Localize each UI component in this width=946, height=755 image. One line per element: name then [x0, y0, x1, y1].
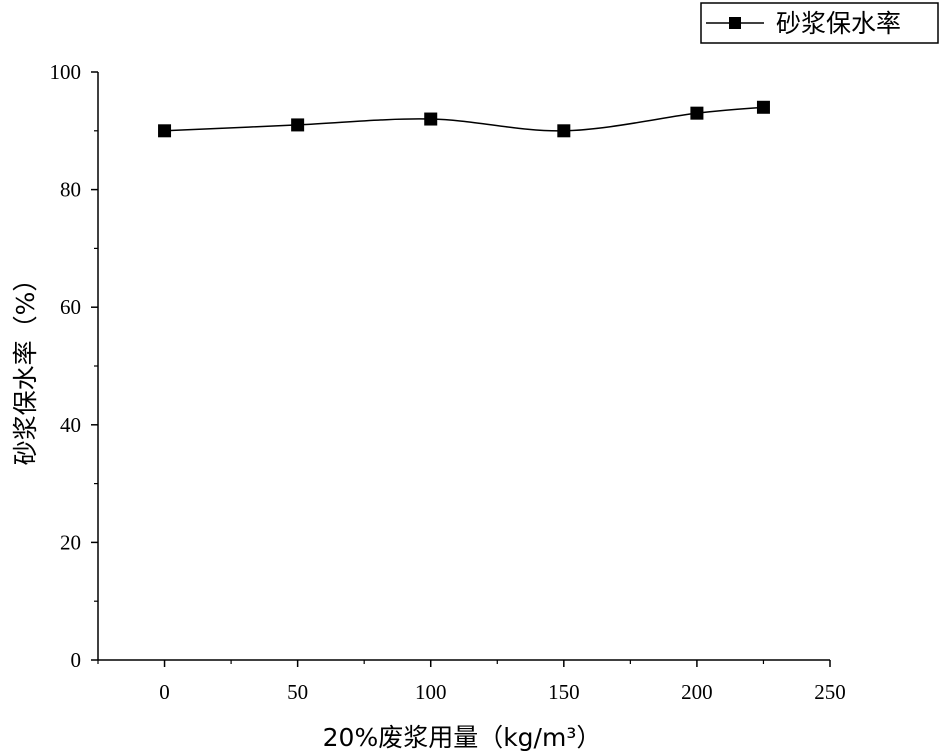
y-tick-label: 0	[71, 648, 82, 672]
data-point-marker	[158, 124, 172, 138]
data-point-marker	[557, 124, 571, 138]
ticks	[91, 71, 831, 667]
x-tick-label: 150	[548, 680, 580, 704]
x-tick-label: 0	[159, 680, 170, 704]
legend-label: 砂浆保水率	[776, 9, 901, 38]
data-point-marker	[291, 118, 305, 132]
data-point-marker	[756, 100, 770, 114]
y-tick-label: 100	[50, 60, 82, 84]
x-axis-title: 20%废浆用量（kg/m³）	[323, 723, 602, 752]
legend-marker-swatch	[729, 17, 741, 29]
x-tick-label: 200	[681, 680, 713, 704]
x-tick-label: 250	[814, 680, 846, 704]
data-point-marker	[690, 106, 704, 120]
y-axis-title: 砂浆保水率（%）	[11, 267, 40, 466]
legend: 砂浆保水率	[700, 2, 939, 44]
y-tick-label: 80	[60, 178, 81, 202]
series	[158, 100, 770, 138]
axes	[97, 72, 830, 661]
y-tick-label: 20	[60, 530, 81, 554]
data-point-marker	[424, 112, 438, 126]
x-tick-label: 50	[287, 680, 308, 704]
y-tick-label: 60	[60, 295, 81, 319]
y-tick-label: 40	[60, 413, 81, 437]
series-line	[164, 106, 764, 132]
tick-labels: 0 50 100 150 200 250 0 20 40 60 80 100	[50, 60, 846, 704]
x-tick-label: 100	[415, 680, 447, 704]
